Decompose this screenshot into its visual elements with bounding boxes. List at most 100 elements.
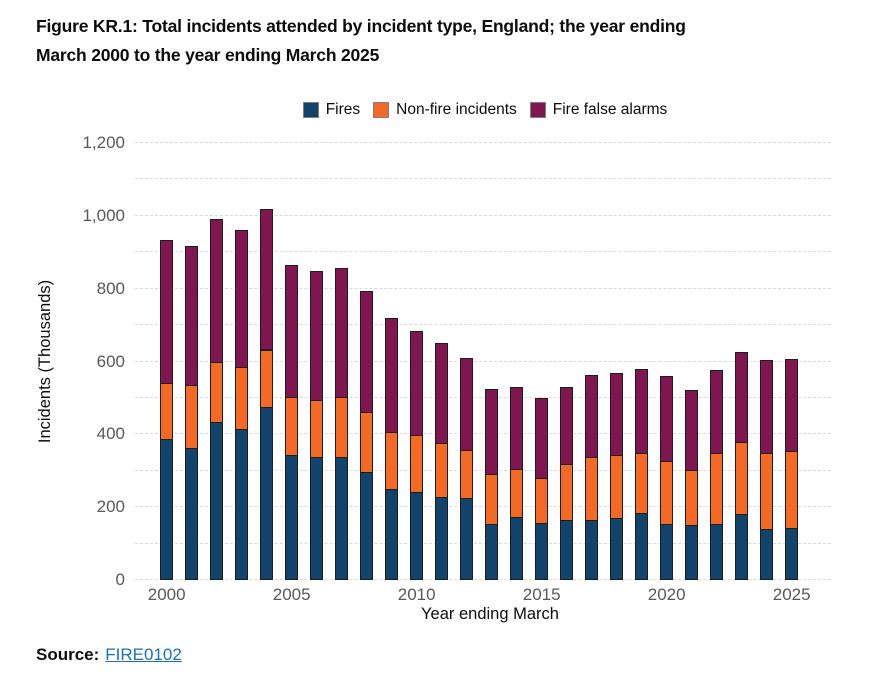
- bar-2023-fires: [735, 514, 749, 580]
- x-tick-2015: 2015: [522, 585, 561, 604]
- bar-2024-fires: [760, 529, 774, 580]
- bar-2016-fire-false-alarms: [560, 386, 574, 465]
- bar-2018-fire-false-alarms: [610, 373, 624, 456]
- bar-2017-non-fire-incidents: [585, 456, 599, 521]
- x-axis-title: Year ending March: [421, 605, 559, 623]
- figure-title: Figure KR.1: Total incidents attended by…: [36, 12, 826, 70]
- bar-2013-fire-false-alarms: [485, 388, 499, 476]
- bar-2012-fires: [460, 498, 474, 580]
- bar-2000-fires: [160, 438, 174, 580]
- legend-item-fire-false-alarms: Fire false alarms: [529, 101, 668, 119]
- bar-2012-fire-false-alarms: [460, 357, 474, 451]
- gridline-900: [135, 251, 831, 253]
- bar-2008-fires: [360, 472, 374, 580]
- bar-2025-non-fire-incidents: [785, 451, 799, 529]
- bar-2008-fire-false-alarms: [360, 290, 374, 414]
- figure-title-line-1: Figure KR.1: Total incidents attended by…: [36, 16, 686, 36]
- source-link[interactable]: FIRE0102: [105, 645, 182, 664]
- y-tick-800: 800: [96, 278, 125, 298]
- bar-2015-non-fire-incidents: [535, 478, 549, 524]
- bar-2012-non-fire-incidents: [460, 449, 474, 500]
- bar-2013-fires: [485, 523, 499, 580]
- bar-2002-fire-false-alarms: [210, 218, 224, 363]
- y-tick-200: 200: [96, 497, 125, 517]
- bar-2016-non-fire-incidents: [560, 463, 574, 521]
- bar-2009-fires: [385, 488, 399, 580]
- bar-2020-fires: [660, 523, 674, 580]
- plot-area: [135, 142, 831, 580]
- y-tick-0: 0: [115, 570, 125, 589]
- bar-2003-fire-false-alarms: [235, 230, 249, 369]
- bar-2019-non-fire-incidents: [635, 453, 649, 515]
- gridline-800: [135, 287, 831, 289]
- bar-2004-fire-false-alarms: [260, 208, 274, 351]
- y-tick-1000: 1,000: [82, 205, 125, 225]
- legend-swatch-non-fire-incidents: [373, 102, 390, 118]
- gridline-1000: [135, 214, 831, 216]
- bar-2003-non-fire-incidents: [235, 367, 249, 430]
- bar-2015-fire-false-alarms: [535, 398, 549, 480]
- gridline-1200: [135, 142, 831, 143]
- bar-2020-non-fire-incidents: [660, 461, 674, 525]
- bar-2011-non-fire-incidents: [435, 443, 449, 498]
- bar-2010-fires: [410, 491, 424, 580]
- bar-2009-fire-false-alarms: [385, 318, 399, 434]
- bar-2025-fire-false-alarms: [785, 359, 799, 453]
- source-label: Source:: [36, 645, 100, 664]
- y-axis-title: Incidents (Thousands): [36, 279, 54, 444]
- bar-2017-fire-false-alarms: [585, 374, 599, 458]
- bar-2017-fires: [585, 519, 599, 580]
- bar-2014-fires: [510, 517, 524, 580]
- bar-2022-fire-false-alarms: [710, 369, 724, 455]
- bar-2024-fire-false-alarms: [760, 360, 774, 455]
- gridline-200: [135, 506, 831, 508]
- bar-2022-non-fire-incidents: [710, 453, 724, 525]
- bar-2014-non-fire-incidents: [510, 468, 524, 519]
- legend-label-fires: Fires: [325, 101, 361, 118]
- bar-2000-non-fire-incidents: [160, 382, 174, 440]
- gridline-300: [135, 469, 831, 471]
- gridline-100: [135, 542, 831, 544]
- legend-label-fire-false-alarms: Fire false alarms: [552, 101, 668, 118]
- x-tick-2000: 2000: [147, 585, 186, 604]
- bar-2011-fire-false-alarms: [435, 342, 449, 445]
- bar-2003-fires: [235, 428, 249, 580]
- bar-2006-non-fire-incidents: [310, 399, 324, 458]
- bar-2004-fires: [260, 407, 274, 580]
- figure-title-line-2: March 2000 to the year ending March 2025: [36, 45, 380, 65]
- bar-2006-fires: [310, 456, 324, 580]
- legend-item-non-fire-incidents: Non-fire incidents: [373, 101, 517, 119]
- y-tick-400: 400: [96, 424, 125, 444]
- bar-2011-fires: [435, 496, 449, 580]
- gridline-600: [135, 360, 831, 362]
- x-tick-2020: 2020: [647, 585, 686, 604]
- legend-swatch-fire-false-alarms: [529, 102, 546, 118]
- bar-2020-fire-false-alarms: [660, 376, 674, 463]
- bar-2005-non-fire-incidents: [285, 397, 299, 456]
- bar-2010-non-fire-incidents: [410, 435, 424, 493]
- bar-2001-fire-false-alarms: [185, 246, 199, 387]
- source-line: Source: FIRE0102: [36, 645, 182, 665]
- bar-2001-fires: [185, 448, 199, 580]
- bar-2019-fires: [635, 513, 649, 580]
- bar-2021-non-fire-incidents: [685, 470, 699, 526]
- y-tick-1200: 1,200: [82, 133, 125, 152]
- y-tick-600: 600: [96, 351, 125, 371]
- bar-2004-non-fire-incidents: [260, 349, 274, 409]
- bar-2007-fires: [335, 456, 349, 580]
- x-tick-2025: 2025: [772, 585, 811, 604]
- bar-2002-fires: [210, 421, 224, 580]
- bar-2005-fires: [285, 454, 299, 580]
- bar-2009-non-fire-incidents: [385, 432, 399, 490]
- bar-2006-fire-false-alarms: [310, 271, 324, 401]
- legend-item-fires: Fires: [302, 101, 361, 119]
- bar-2023-fire-false-alarms: [735, 352, 749, 443]
- bar-2014-fire-false-alarms: [510, 387, 524, 470]
- bar-2019-fire-false-alarms: [635, 368, 649, 455]
- gridline-700: [135, 324, 831, 326]
- x-tick-2005: 2005: [272, 585, 311, 604]
- legend-label-non-fire-incidents: Non-fire incidents: [396, 101, 517, 118]
- legend-swatch-fires: [302, 102, 319, 118]
- bar-2021-fire-false-alarms: [685, 389, 699, 472]
- bar-2023-non-fire-incidents: [735, 441, 749, 516]
